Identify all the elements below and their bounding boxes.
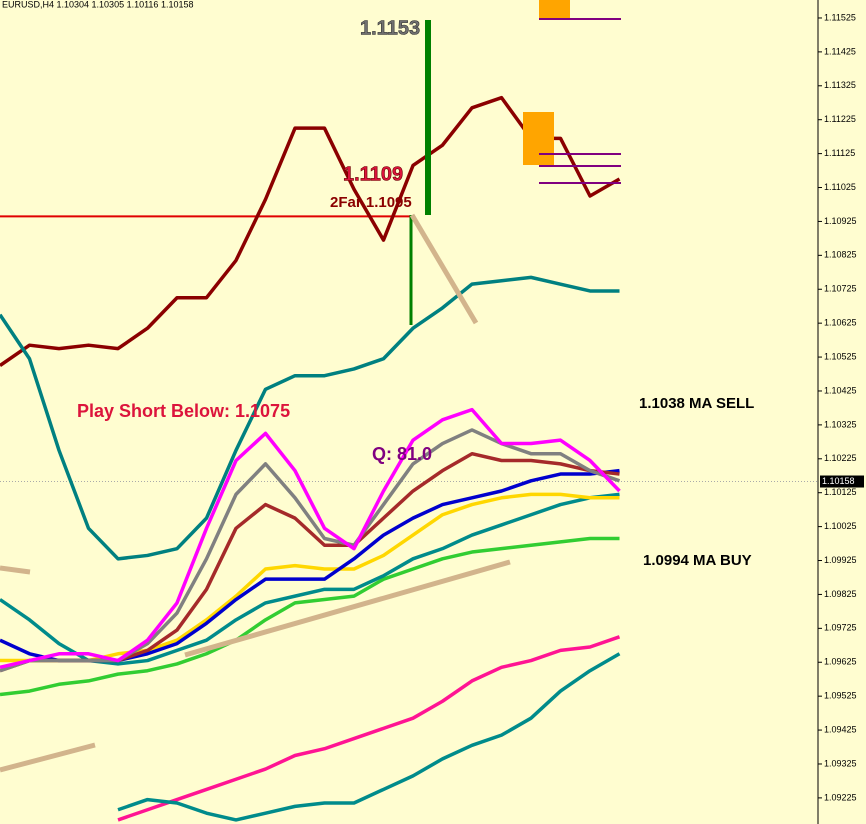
y-tick-label: 1.10925 — [824, 216, 857, 226]
series-line — [0, 428, 621, 673]
trend-line — [0, 565, 31, 575]
annotation: 1.1109 — [343, 163, 403, 185]
series-line — [117, 652, 621, 822]
y-tick-label: 1.10725 — [824, 284, 857, 294]
y-tick-label: 1.09325 — [824, 758, 857, 768]
y-tick-label: 1.09625 — [824, 657, 857, 667]
plot-area — [0, 95, 818, 822]
y-tick-label: 1.11025 — [824, 182, 856, 192]
trend-line — [184, 559, 511, 658]
annotation: 1.1038 MA SELL — [639, 395, 754, 412]
y-tick-label: 1.09225 — [824, 792, 857, 802]
series-line — [117, 635, 621, 822]
y-tick-label: 1.11525 — [824, 12, 856, 22]
y-tick-label: 1.11325 — [824, 80, 856, 90]
annotation: 1.1153 — [360, 17, 420, 39]
y-tick-label: 1.09425 — [824, 724, 857, 734]
y-tick-label: 1.10125 — [824, 487, 857, 497]
y-tick-label: 1.10625 — [824, 318, 857, 328]
trend-line — [409, 213, 479, 325]
y-tick-label: 1.10025 — [824, 521, 857, 531]
price-label: 1.10158 — [822, 476, 855, 486]
series-line — [0, 95, 621, 367]
trend-line — [0, 742, 96, 773]
chart-title: EURUSD,H4 1.10304 1.10305 1.10116 1.1015… — [2, 0, 193, 9]
zone-box — [539, 0, 570, 18]
y-tick-label: 1.10825 — [824, 250, 857, 260]
annotation: Play Short Below: 1.1075 — [77, 401, 290, 421]
series-line — [0, 407, 621, 670]
y-tick-label: 1.09825 — [824, 589, 857, 599]
y-tick-label: 1.09725 — [824, 623, 857, 633]
y-tick-label: 1.10525 — [824, 351, 857, 361]
y-tick-label: 1.11425 — [824, 46, 856, 56]
y-tick-label: 1.11125 — [824, 148, 855, 158]
y-tick-label: 1.09525 — [824, 691, 857, 701]
y-tick-label: 1.09925 — [824, 555, 857, 565]
y-tick-label: 1.10325 — [824, 419, 857, 429]
y-tick-label: 1.11225 — [824, 114, 856, 124]
annotation: Q: 81.0 — [372, 444, 432, 464]
zone-box — [523, 112, 554, 165]
series-line — [0, 536, 620, 697]
price-label-box — [820, 475, 864, 488]
series-line — [0, 275, 620, 561]
y-tick-label: 1.10225 — [824, 453, 857, 463]
annotation: 2Far 1.1095 — [330, 194, 412, 211]
y-tick-label: 1.10425 — [824, 385, 857, 395]
annotation: 1.0994 MA BUY — [643, 552, 752, 569]
